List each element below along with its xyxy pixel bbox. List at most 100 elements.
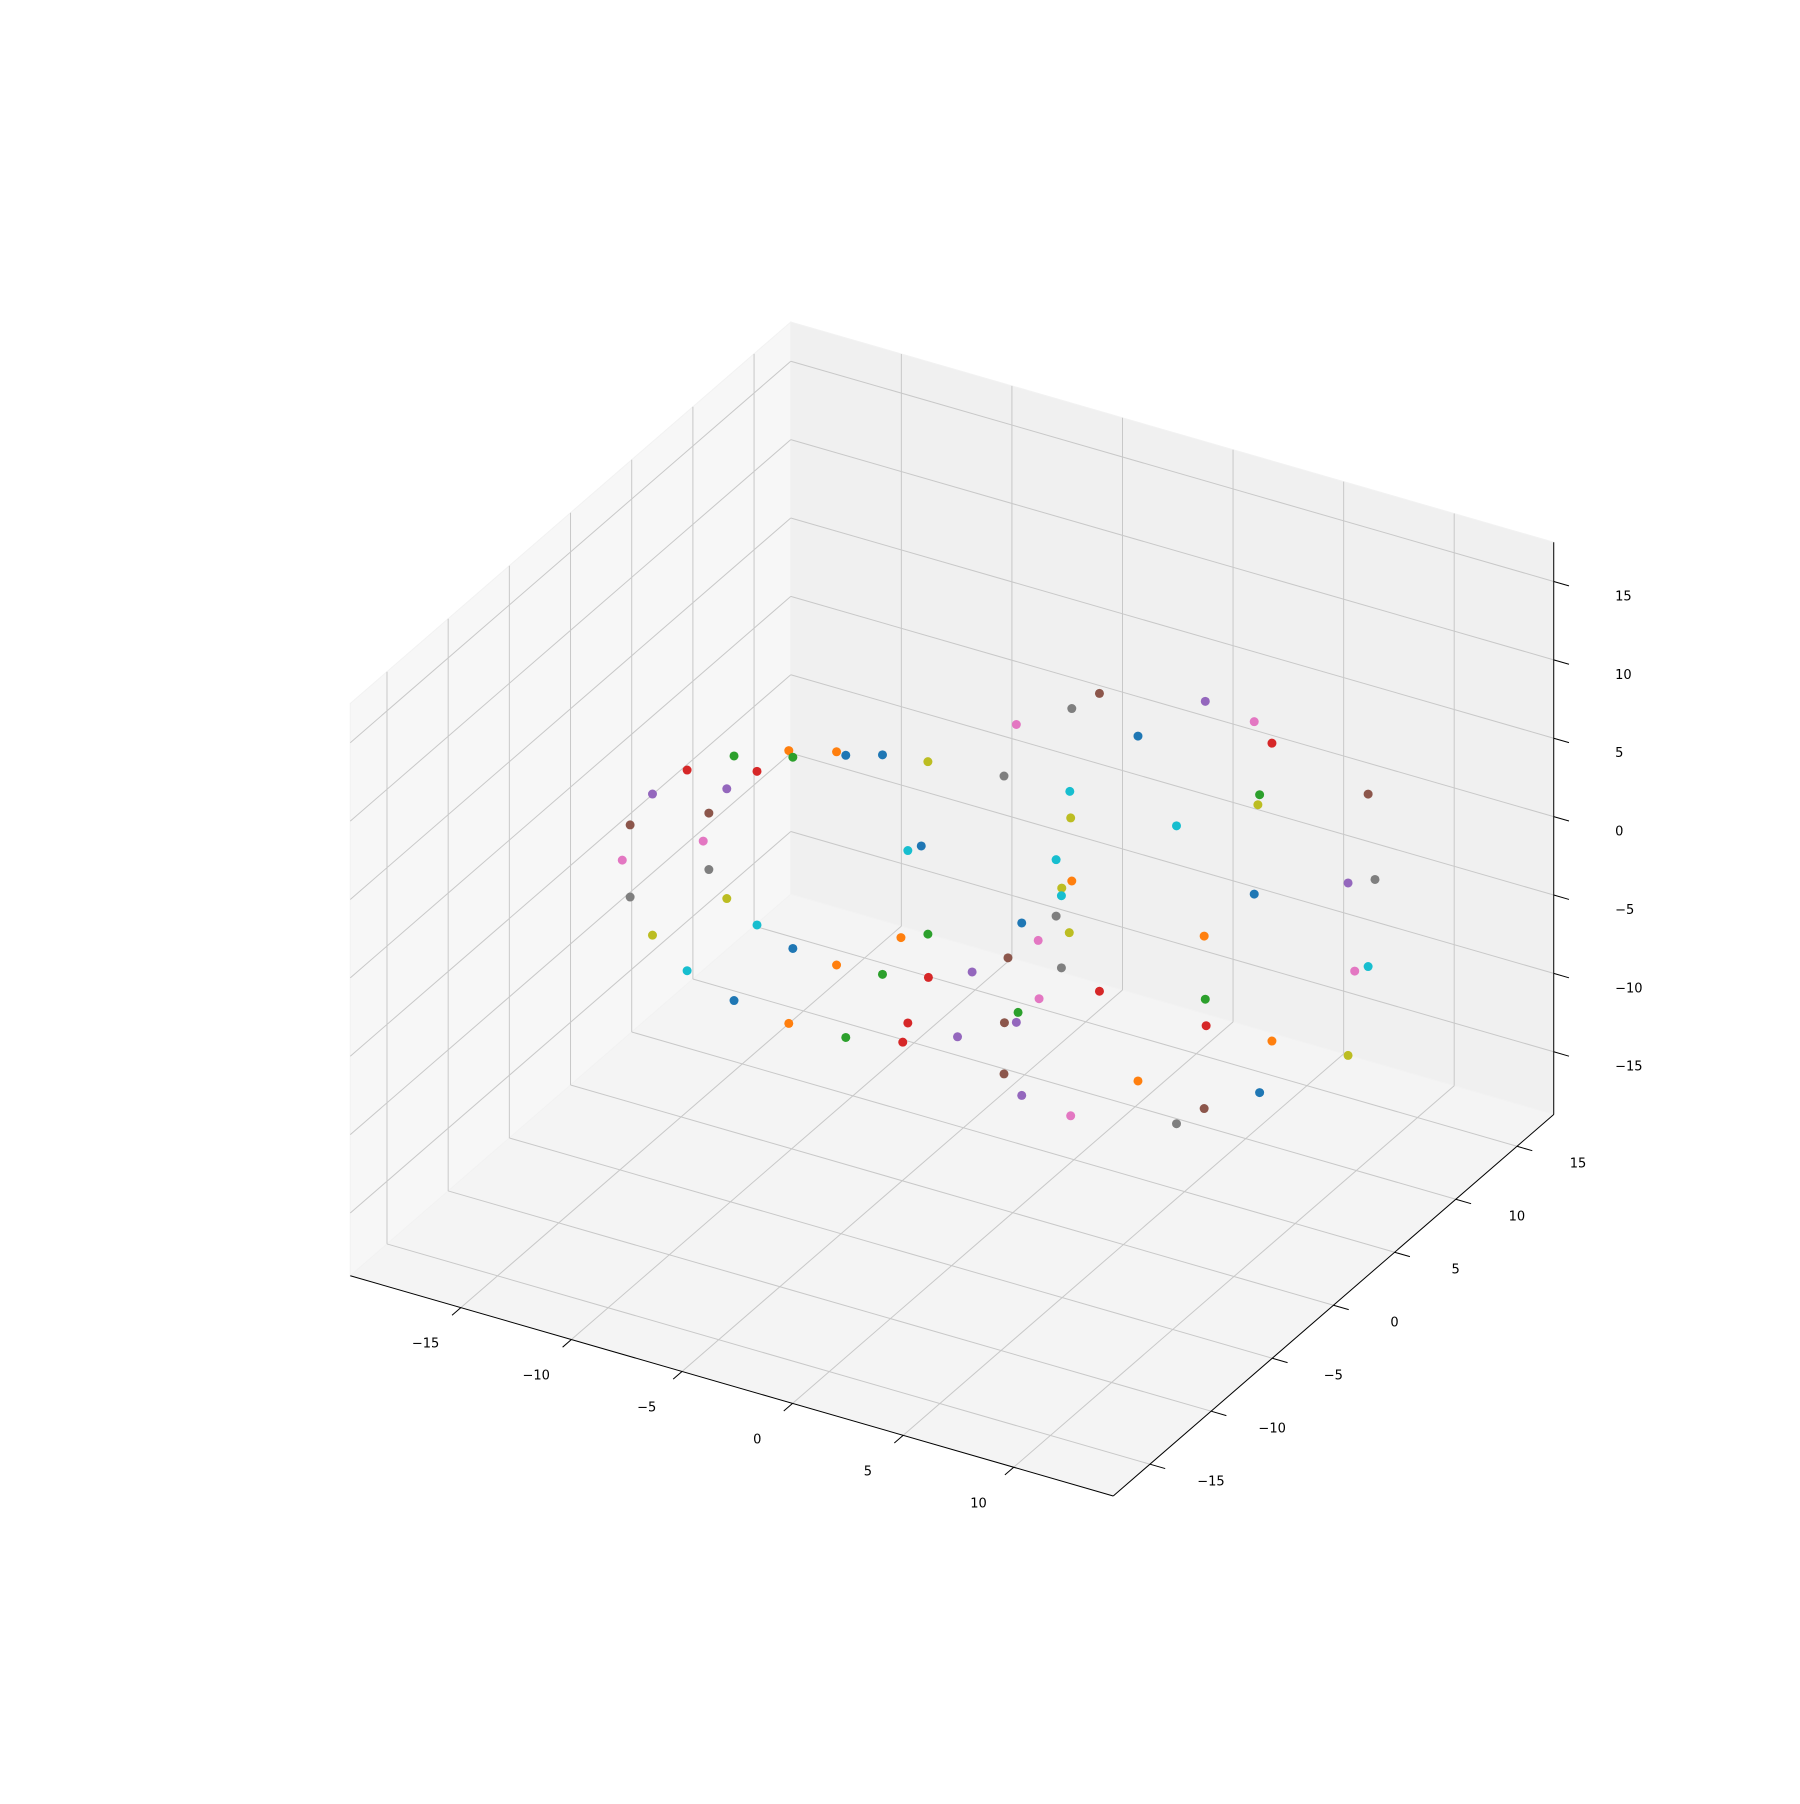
point (1065, 786, 1075, 796)
point (1200, 994, 1210, 1004)
point (1253, 800, 1263, 810)
point (752, 920, 762, 930)
point (841, 750, 851, 760)
point (788, 943, 798, 953)
grid-line (509, 1137, 1273, 1359)
point (999, 1069, 1009, 1079)
z-tick (1553, 659, 1570, 665)
point (1350, 966, 1360, 976)
point (704, 865, 714, 875)
z-tick (1553, 1051, 1570, 1057)
point (1003, 953, 1013, 963)
x-tick (783, 1403, 793, 1412)
point (1200, 696, 1210, 706)
point (967, 967, 977, 977)
point (1011, 720, 1021, 730)
point (1067, 876, 1077, 886)
point (1051, 911, 1061, 921)
grid-line (790, 595, 1554, 818)
z-tick-label: −15 (1615, 1060, 1642, 1075)
point (832, 747, 842, 757)
point (704, 808, 714, 818)
grid-line (790, 752, 1554, 974)
grid-line (349, 674, 792, 1057)
point (1267, 738, 1277, 748)
point (903, 1018, 913, 1028)
z-tick-label: −5 (1615, 903, 1634, 918)
grid-line (790, 517, 1554, 739)
z-tick (1553, 737, 1570, 744)
point (617, 855, 627, 865)
grid-line (349, 360, 792, 744)
point (1056, 891, 1066, 901)
grid-line (692, 978, 1456, 1200)
point (1255, 790, 1265, 800)
y-tick (1455, 1198, 1472, 1205)
point (647, 930, 657, 940)
x-tick-label: −10 (522, 1369, 549, 1384)
grid-line (448, 1190, 1212, 1412)
y-tick (1333, 1304, 1349, 1311)
z-tick (1553, 580, 1570, 587)
y-tick (1516, 1145, 1533, 1152)
point (1172, 821, 1182, 831)
point (698, 836, 708, 846)
point (625, 820, 635, 830)
point (625, 892, 635, 902)
point (999, 771, 1009, 781)
grid-line (386, 1243, 1151, 1465)
point (1343, 1050, 1353, 1060)
point (1267, 1036, 1277, 1046)
point (903, 846, 913, 856)
point (1172, 1119, 1182, 1129)
point (953, 1032, 963, 1042)
z-tick-label: 5 (1615, 746, 1623, 761)
x-tick-label: −15 (412, 1337, 439, 1352)
x-tick (893, 1434, 904, 1444)
grid-line (349, 831, 792, 1214)
point (923, 757, 933, 767)
point (877, 750, 887, 760)
point (923, 929, 933, 939)
point (1094, 688, 1104, 698)
z-tick-label: −10 (1615, 981, 1642, 996)
point (832, 960, 842, 970)
point (1363, 789, 1373, 799)
x-tick-label: −5 (637, 1400, 656, 1415)
point (1133, 731, 1143, 741)
point (1370, 874, 1380, 884)
y-tick-label: −10 (1258, 1421, 1285, 1436)
z-tick (1553, 894, 1570, 900)
x-axis (350, 1275, 1114, 1497)
z-tick-label: 15 (1615, 589, 1632, 604)
point (1034, 994, 1044, 1004)
y-tick (1149, 1463, 1166, 1470)
point (729, 751, 739, 761)
z-tick-label: 10 (1615, 668, 1632, 683)
z-tick (1553, 816, 1570, 822)
point (1051, 855, 1061, 865)
point (1255, 1088, 1265, 1098)
point (923, 972, 933, 982)
x-tick (562, 1339, 572, 1348)
x-tick-label: 0 (753, 1432, 761, 1447)
point (1199, 931, 1209, 941)
point (1057, 883, 1067, 893)
y-tick (1394, 1251, 1411, 1258)
grid-line (349, 752, 792, 1136)
point (1017, 1090, 1027, 1100)
y-tick-label: 10 (1509, 1209, 1526, 1224)
point (1343, 878, 1353, 888)
x-tick (1004, 1466, 1015, 1476)
point (722, 784, 732, 794)
point (729, 996, 739, 1006)
point (1249, 889, 1259, 899)
point (898, 1037, 908, 1047)
point (1094, 986, 1104, 996)
x-tick-label: 5 (864, 1464, 872, 1479)
grid-line (790, 360, 1554, 582)
grid-line (790, 674, 1554, 896)
point (896, 933, 906, 943)
y-tick-label: 15 (1570, 1156, 1587, 1171)
